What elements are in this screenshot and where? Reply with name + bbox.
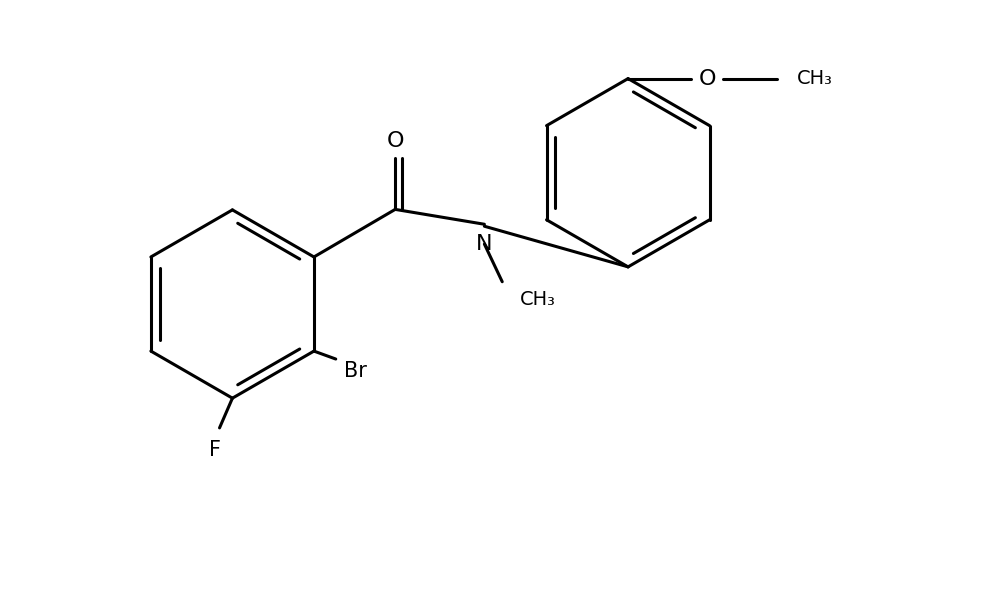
Text: N: N — [476, 234, 493, 254]
Text: O: O — [387, 131, 404, 151]
Text: CH₃: CH₃ — [796, 69, 832, 88]
Text: O: O — [699, 69, 716, 88]
Text: Br: Br — [344, 361, 367, 381]
Text: F: F — [209, 440, 221, 460]
Text: CH₃: CH₃ — [520, 290, 556, 309]
